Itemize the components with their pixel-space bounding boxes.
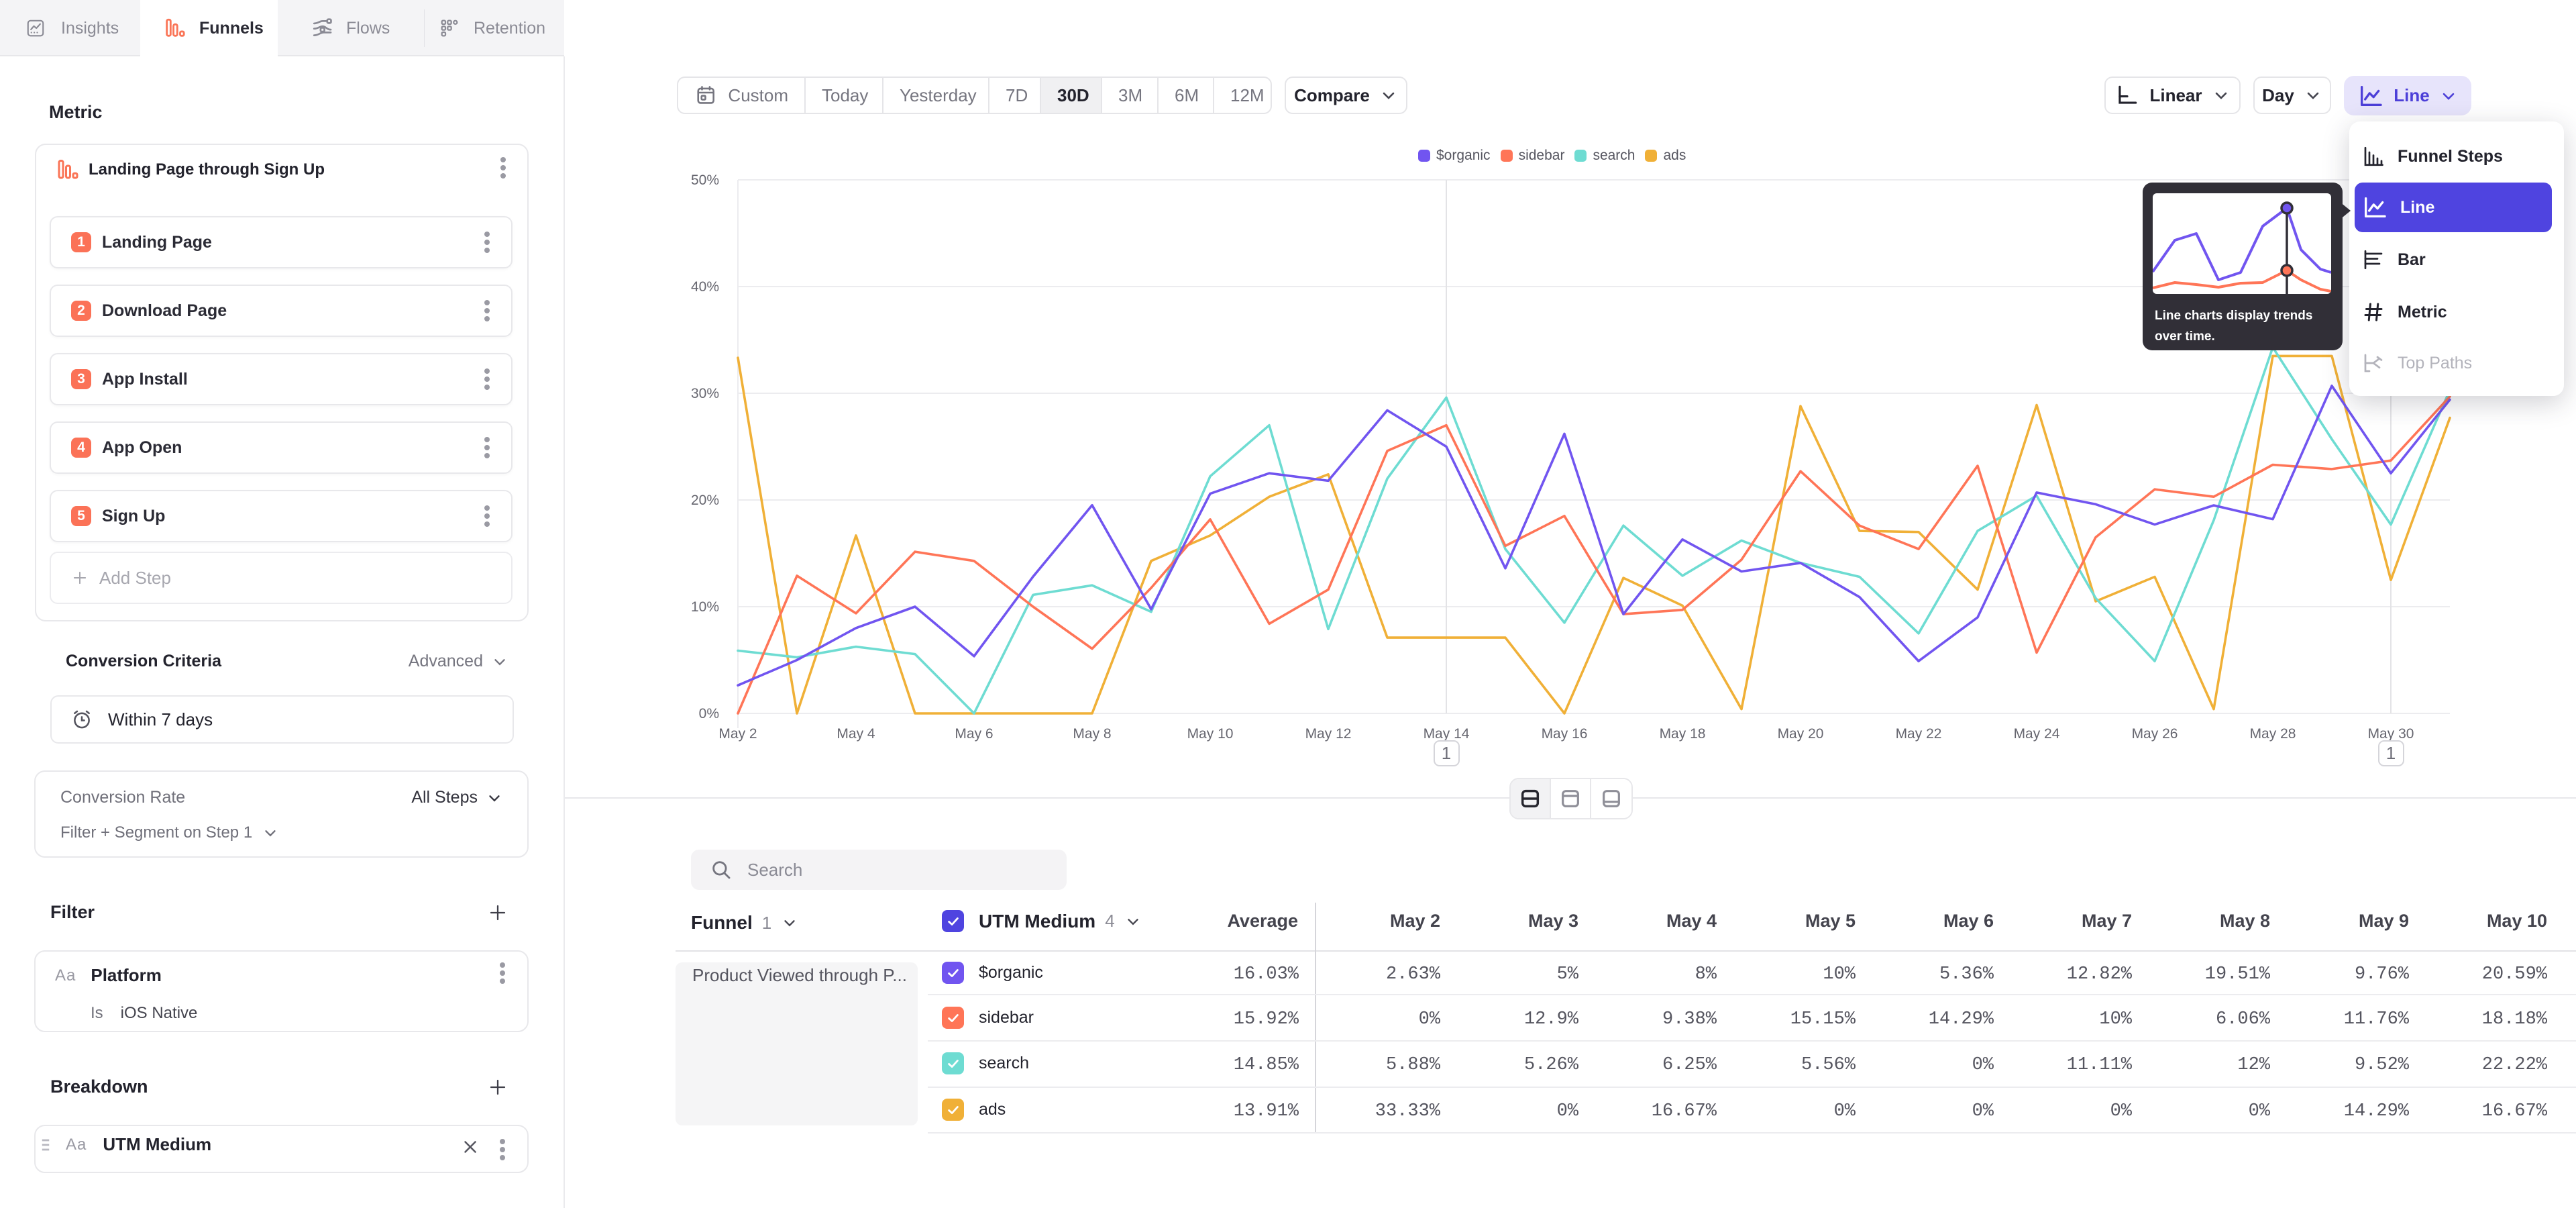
svg-text:1: 1 xyxy=(2386,743,2396,763)
svg-text:May 12: May 12 xyxy=(1305,726,1352,742)
svg-text:May 10: May 10 xyxy=(1187,726,1234,742)
svg-text:May 22: May 22 xyxy=(1896,726,1942,742)
svg-text:40%: 40% xyxy=(691,279,719,295)
svg-text:May 30: May 30 xyxy=(2368,726,2414,742)
svg-text:May 8: May 8 xyxy=(1073,726,1111,742)
svg-text:May 14: May 14 xyxy=(1424,726,1470,742)
svg-text:May 20: May 20 xyxy=(1778,726,1824,742)
svg-text:30%: 30% xyxy=(691,386,719,401)
svg-text:May 18: May 18 xyxy=(1660,726,1706,742)
svg-text:May 26: May 26 xyxy=(2132,726,2178,742)
svg-text:May 6: May 6 xyxy=(955,726,993,742)
svg-text:May 2: May 2 xyxy=(718,726,757,742)
svg-text:0%: 0% xyxy=(699,706,719,721)
svg-text:May 24: May 24 xyxy=(2014,726,2060,742)
svg-text:50%: 50% xyxy=(691,172,719,188)
svg-text:20%: 20% xyxy=(691,493,719,508)
svg-text:1: 1 xyxy=(1442,743,1451,763)
svg-text:May 28: May 28 xyxy=(2250,726,2296,742)
svg-text:May 4: May 4 xyxy=(837,726,875,742)
svg-text:May 16: May 16 xyxy=(1542,726,1588,742)
svg-text:10%: 10% xyxy=(691,599,719,615)
